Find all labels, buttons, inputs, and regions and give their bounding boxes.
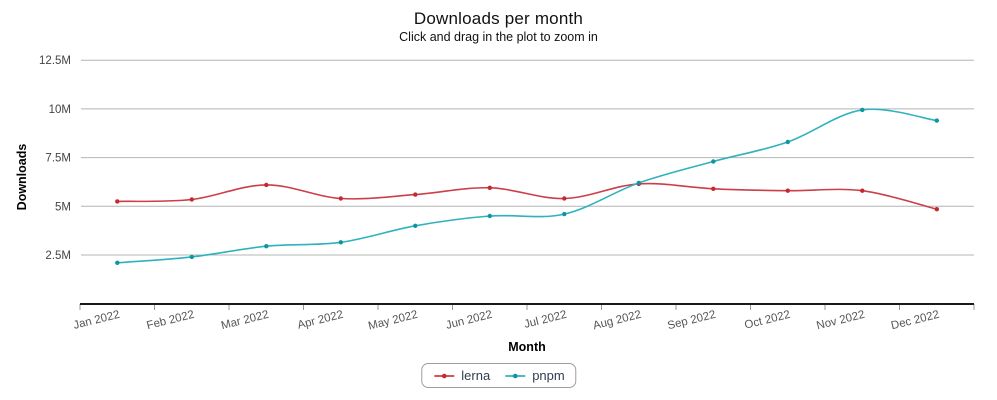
x-tick-label: Nov 2022 — [815, 309, 866, 333]
y-tick-label: 7.5M — [45, 153, 71, 165]
x-tick-label: Jul 2022 — [523, 309, 568, 331]
data-point-lerna-0 — [115, 199, 120, 204]
legend-item-pnpm[interactable]: pnpm — [504, 368, 565, 383]
legend-label-lerna: lerna — [461, 368, 491, 383]
series-line-pnpm — [116, 108, 938, 264]
y-tick-label: 10M — [49, 104, 71, 116]
data-point-lerna-9 — [785, 188, 790, 193]
data-point-pnpm-4 — [413, 223, 418, 228]
data-point-pnpm-9 — [785, 139, 790, 145]
x-tick-label: Mar 2022 — [220, 309, 270, 332]
y-tick-label: 12.5M — [39, 55, 71, 67]
series-line-lerna — [116, 182, 938, 210]
data-point-lerna-6 — [562, 196, 567, 201]
data-point-pnpm-8 — [711, 159, 716, 164]
data-point-lerna-4 — [413, 192, 418, 197]
data-point-pnpm-1 — [189, 254, 194, 260]
x-tick-label: Jun 2022 — [445, 309, 494, 332]
y-tick-label: 2.5M — [45, 250, 71, 262]
chart-title: Downloads per month — [413, 9, 584, 28]
data-point-pnpm-2 — [264, 244, 269, 249]
legend: lerna pnpm — [421, 363, 577, 388]
y-axis-label: Downloads — [15, 143, 29, 211]
data-point-lerna-3 — [338, 196, 343, 201]
x-tick-label: Feb 2022 — [145, 309, 195, 332]
chart-subtitle: Click and drag in the plot to zoom in — [399, 30, 598, 44]
x-tick-label: Sep 2022 — [666, 309, 717, 333]
x-tick-label: May 2022 — [367, 309, 419, 333]
data-point-lerna-8 — [711, 186, 716, 191]
pnpm-line-marker-icon — [505, 373, 526, 378]
data-point-pnpm-7 — [636, 180, 641, 186]
lerna-line-marker-icon — [434, 373, 455, 378]
x-axis-label: Month — [508, 340, 546, 354]
data-point-lerna-1 — [189, 197, 194, 202]
data-point-pnpm-10 — [860, 107, 865, 113]
x-tick-label: Dec 2022 — [890, 309, 941, 333]
x-tick-label: Aug 2022 — [592, 309, 643, 333]
legend-label-pnpm: pnpm — [532, 368, 565, 383]
y-tick-label: 5M — [55, 201, 71, 213]
x-tick-label: Apr 2022 — [296, 309, 344, 332]
data-point-pnpm-5 — [487, 213, 492, 219]
data-point-pnpm-3 — [338, 240, 343, 245]
data-point-pnpm-0 — [115, 260, 120, 265]
x-tick-label: Jan 2022 — [72, 309, 121, 332]
legend-item-lerna[interactable]: lerna — [433, 368, 490, 383]
data-point-lerna-2 — [264, 182, 269, 188]
data-point-pnpm-6 — [562, 211, 567, 217]
data-point-pnpm-11 — [934, 118, 939, 123]
data-point-lerna-10 — [860, 188, 865, 193]
x-tick-label: Oct 2022 — [743, 309, 791, 332]
data-point-lerna-5 — [487, 185, 492, 190]
data-point-lerna-11 — [934, 207, 939, 212]
